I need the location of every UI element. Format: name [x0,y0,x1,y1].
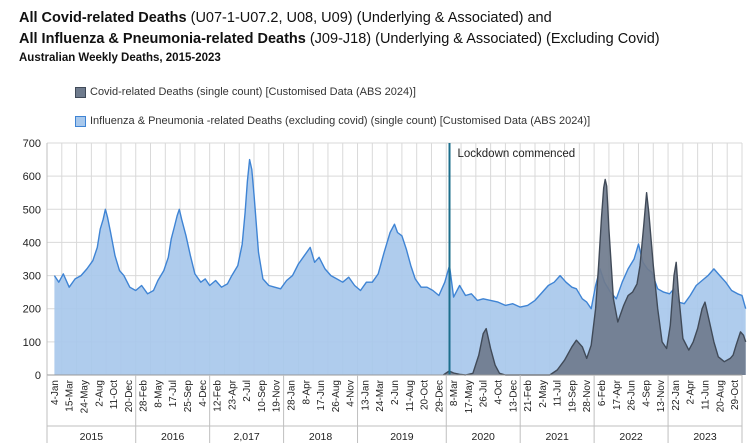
year-label: 2,017 [233,431,259,443]
x-tick-label: 11-Jun [701,380,712,410]
year-label: 2018 [309,431,333,443]
year-label: 2021 [545,431,569,443]
chart-subtitle: Australian Weekly Deaths, 2015-2023 [19,52,221,64]
x-tick-label: 28-Feb [139,380,150,412]
x-tick-label: 2-May [538,380,549,408]
legend-item-covid: Covid-related Deaths (single count) [Cus… [75,86,416,98]
y-tick-label: 700 [23,138,41,150]
y-tick-label: 0 [35,370,41,382]
x-tick-label: 12-Feb [213,380,224,412]
x-tick-label: 2-Aug [94,380,105,407]
x-tick-label: 2-Jul [242,380,253,402]
x-tick-label: 2-Apr [686,379,697,404]
x-tick-label: 13-Nov [656,380,667,412]
x-tick-label: 28-Jan [287,380,298,411]
x-tick-label: 29-Oct [730,380,741,410]
title-covid-codes: (U07-1-U07.2, U08, U09) (Underlying & As… [186,10,552,26]
series-covid-area [443,179,746,375]
title-covid-bold: All Covid-related Deaths [19,10,187,26]
x-tick-label: 17-May [464,380,475,413]
x-tick-label: 26-Aug [331,380,342,412]
x-tick-label: 4-Oct [494,380,505,405]
year-label: 2016 [161,431,185,443]
year-label: 2015 [80,431,104,443]
chart-title-line-2: All Influenza & Pneumonia-related Deaths… [19,31,660,47]
x-tick-label: 29-Dec [434,380,445,412]
x-tick-label: 15-Mar [65,379,76,411]
x-tick-label: 10-Sep [257,380,268,413]
x-tick-label: 24-Mar [375,379,386,411]
year-label: 2022 [619,431,643,443]
title-flu-bold: All Influenza & Pneumonia-related Deaths [19,31,306,47]
lockdown-annotation: Lockdown commenced [458,148,576,160]
x-tick-label: 6-Feb [597,380,608,407]
y-tick-label: 500 [23,204,41,216]
series-flu-area [54,159,746,375]
x-tick-label: 4-Nov [346,380,357,407]
legend-label-flu: Influenza & Pneumonia -related Deaths (e… [90,115,591,127]
x-tick-label: 4-Sep [641,380,652,407]
x-tick-label: 25-Sep [183,380,194,413]
x-tick-label: 24-May [80,380,91,413]
x-tick-label: 26-Jul [479,380,490,407]
x-tick-label: 20-Oct [420,380,431,410]
x-tick-label: 19-Nov [272,380,283,412]
x-tick-label: 26-Jun [627,380,638,411]
x-tick-label: 8-May [153,380,164,408]
title-flu-codes: (J09-J18) (Underlying & Associated) (Exc… [305,31,660,47]
x-tick-label: 28-Nov [582,380,593,412]
x-tick-label: 17-Jul [168,380,179,407]
x-tick-label: 4-Dec [198,380,209,407]
legend-swatch-flu [75,115,86,127]
chart-title-line-1: All Covid-related Deaths (U07-1-U07.2, U… [19,10,552,26]
series-flu-line [53,158,747,310]
year-label: 2020 [472,431,496,443]
x-tick-label: 17-Jun [316,380,327,411]
year-label: 2023 [693,431,717,443]
series-covid-line [442,178,747,376]
x-tick-label: 11-Oct [109,380,120,409]
x-tick-label: 2-Jun [390,380,401,405]
legend-swatch-covid [75,86,86,98]
x-tick-label: 11-Jul [553,380,564,407]
x-tick-label: 8-Apr [301,379,312,404]
y-tick-label: 100 [23,337,41,349]
x-tick-label: 4-Jan [50,380,61,405]
y-tick-label: 200 [23,304,41,316]
x-tick-label: 8-Mar [449,379,460,406]
legend-label-covid: Covid-related Deaths (single count) [Cus… [90,86,416,98]
x-tick-label: 20-Aug [715,380,726,412]
y-tick-label: 600 [23,171,41,183]
x-tick-label: 21-Feb [523,380,534,412]
legend-item-flu: Influenza & Pneumonia -related Deaths (e… [75,115,590,127]
year-label: 2019 [390,431,414,443]
x-tick-label: 23-Apr [227,379,238,410]
x-tick-label: 17-Apr [612,379,623,410]
x-tick-label: 22-Jan [671,380,682,411]
x-tick-label: 13-Dec [508,380,519,412]
y-tick-label: 300 [23,271,41,283]
x-tick-label: 20-Dec [124,380,135,412]
x-tick-label: 13-Jan [360,380,371,411]
x-tick-label: 11-Aug [405,380,416,412]
y-tick-label: 400 [23,237,41,249]
x-tick-label: 19-Sep [567,380,578,413]
